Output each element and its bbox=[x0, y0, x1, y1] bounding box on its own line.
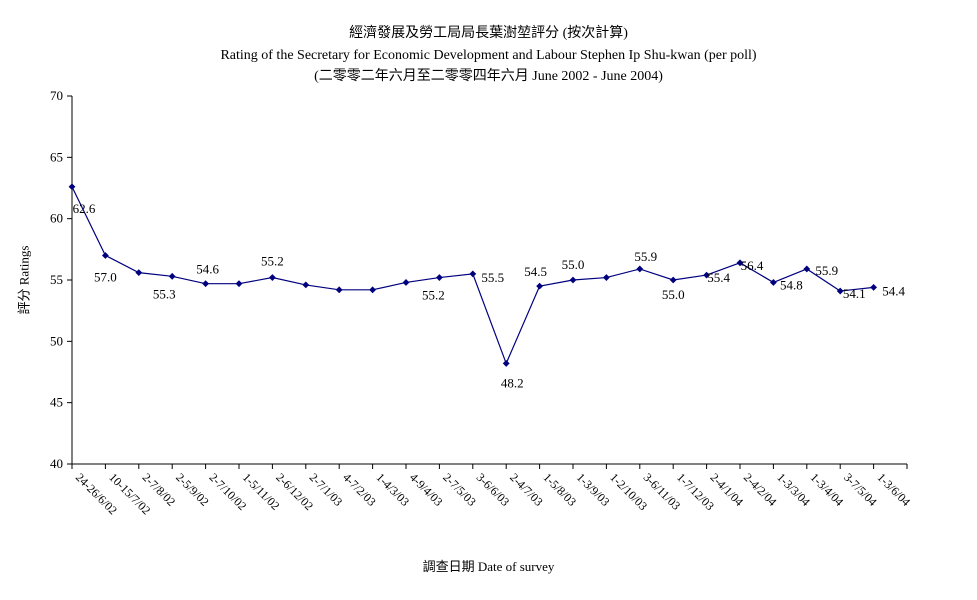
data-label: 62.6 bbox=[73, 201, 96, 216]
data-point bbox=[569, 276, 577, 284]
data-point bbox=[102, 252, 109, 259]
y-tick-label: 40 bbox=[50, 456, 63, 471]
data-label: 55.0 bbox=[562, 257, 585, 272]
x-tick-label: 3-7/5/04 bbox=[841, 470, 880, 509]
data-label: 55.9 bbox=[634, 249, 657, 264]
data-points bbox=[68, 183, 877, 367]
x-tick-label: 1-5/8/03 bbox=[540, 470, 579, 509]
data-label: 54.5 bbox=[524, 264, 547, 279]
x-tick-label: 1-3/9/03 bbox=[574, 470, 613, 509]
data-label: 55.9 bbox=[815, 263, 838, 278]
chart-title: 經濟發展及勞工局局長葉澍堃評分 (按次計算) bbox=[349, 26, 628, 41]
data-point bbox=[636, 265, 644, 273]
data-point bbox=[235, 280, 243, 288]
data-label: 55.5 bbox=[481, 270, 504, 285]
data-point bbox=[669, 276, 677, 284]
y-tick-label: 60 bbox=[50, 211, 63, 226]
y-tick-label: 70 bbox=[50, 88, 63, 103]
data-point bbox=[836, 287, 844, 295]
x-tick-label: 2-7/5/03 bbox=[440, 470, 479, 509]
x-tick-label: 3-6/6/03 bbox=[474, 470, 513, 509]
data-label: 55.0 bbox=[662, 287, 685, 302]
data-point bbox=[168, 272, 176, 280]
chart-subtitle-period: (二零零二年六月至二零零四年六月 June 2002 - June 2004) bbox=[314, 69, 663, 84]
data-point bbox=[202, 280, 209, 288]
data-point bbox=[135, 269, 143, 277]
x-tick-label: 4-9/4/03 bbox=[407, 470, 446, 509]
data-point bbox=[436, 274, 443, 281]
y-tick-label: 45 bbox=[50, 395, 63, 410]
data-label: 48.2 bbox=[501, 375, 524, 390]
x-tick-label: 2-4/7/03 bbox=[507, 470, 546, 509]
data-label: 54.4 bbox=[882, 283, 905, 298]
data-label: 54.6 bbox=[196, 262, 219, 277]
y-tick-label: 65 bbox=[50, 149, 63, 164]
y-tick-label: 55 bbox=[50, 272, 63, 287]
x-tick-label: 2-5/9/02 bbox=[173, 470, 212, 509]
data-point bbox=[736, 259, 744, 267]
x-tick-label: 2-4/2/04 bbox=[741, 470, 780, 509]
data-label: 54.8 bbox=[780, 277, 803, 292]
data-point bbox=[502, 360, 510, 367]
data-point bbox=[335, 286, 343, 294]
x-tick-label: 1-3/3/04 bbox=[774, 470, 813, 509]
data-point bbox=[603, 274, 610, 281]
data-label: 55.2 bbox=[422, 288, 445, 303]
data-point bbox=[703, 271, 710, 279]
x-tick-label: 4-7/2/03 bbox=[340, 470, 379, 509]
data-label: 57.0 bbox=[94, 269, 117, 284]
data-point bbox=[369, 286, 376, 294]
data-point bbox=[770, 279, 777, 286]
data-point bbox=[269, 274, 276, 281]
data-label: 55.4 bbox=[707, 270, 730, 285]
y-ticks: 40 45 50 55 60 65 70 bbox=[50, 88, 72, 471]
chart-subtitle: Rating of the Secretary for Economic Dev… bbox=[220, 48, 757, 63]
x-tick-label: 1-3/4/04 bbox=[808, 470, 847, 509]
data-point bbox=[536, 282, 543, 290]
data-point bbox=[870, 283, 877, 291]
x-tick-label: 1-3/6/04 bbox=[874, 470, 913, 509]
data-point bbox=[803, 265, 811, 273]
x-ticks: 24-26/6/0210-15/7/022-7/8/022-5/9/022-7/… bbox=[71, 464, 913, 517]
data-label: 55.3 bbox=[153, 286, 176, 301]
y-axis-label: 評分 Ratings bbox=[16, 245, 32, 315]
data-point bbox=[302, 281, 310, 289]
data-label: 55.2 bbox=[261, 254, 284, 269]
x-tick-label: 1-4/3/03 bbox=[373, 470, 412, 509]
data-point bbox=[469, 270, 477, 278]
data-point bbox=[402, 279, 410, 286]
data-labels: 62.6 57.0 55.3 54.6 55.2 55.2 55.5 48.2 54.5 55.0… bbox=[73, 201, 906, 391]
y-tick-label: 50 bbox=[50, 333, 63, 348]
data-label: 56.4 bbox=[741, 258, 764, 273]
data-label: 54.1 bbox=[843, 286, 866, 301]
x-axis-label: 調查日期 Date of survey bbox=[422, 559, 555, 574]
data-point bbox=[68, 183, 76, 191]
